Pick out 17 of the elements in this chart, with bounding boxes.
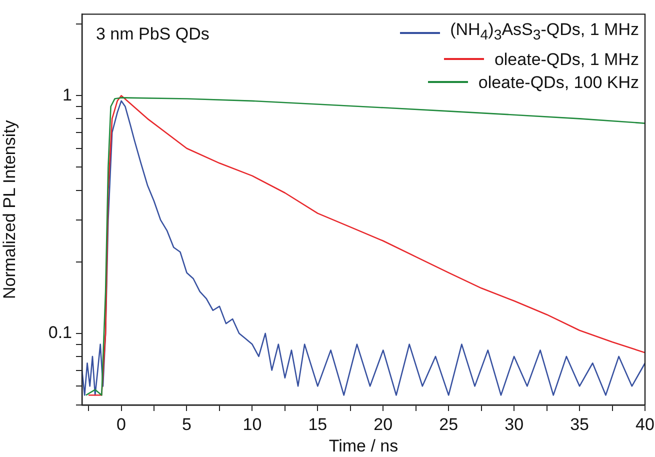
x-tick-label: 0 — [116, 414, 126, 434]
legend-label: (NH$_{4}$)$_{3}$AsS$_{3}$-QDs, 1 MHz — [450, 19, 639, 46]
y-axis-title: Normalized PL Intensity — [0, 120, 19, 300]
x-tick-label: 35 — [570, 414, 589, 434]
x-tick-label: 20 — [374, 414, 393, 434]
x-tick-label: 40 — [636, 414, 654, 434]
y-tick-label: 0.1 — [48, 323, 72, 342]
x-tick-label: 25 — [439, 414, 458, 434]
legend-label: oleate-QDs, 100 KHz — [478, 72, 639, 94]
legend-label: oleate-QDs, 1 MHz — [494, 48, 639, 71]
x-tick-label: 30 — [504, 414, 524, 434]
text: 3 nm PbS QDs — [96, 24, 210, 44]
x-tick-label: 10 — [242, 414, 262, 434]
x-axis-title: Time / ns — [328, 436, 398, 456]
x-tick-label: 5 — [182, 414, 192, 434]
x-tick-label: 15 — [308, 414, 328, 434]
y-tick-label: 1 — [62, 85, 72, 104]
